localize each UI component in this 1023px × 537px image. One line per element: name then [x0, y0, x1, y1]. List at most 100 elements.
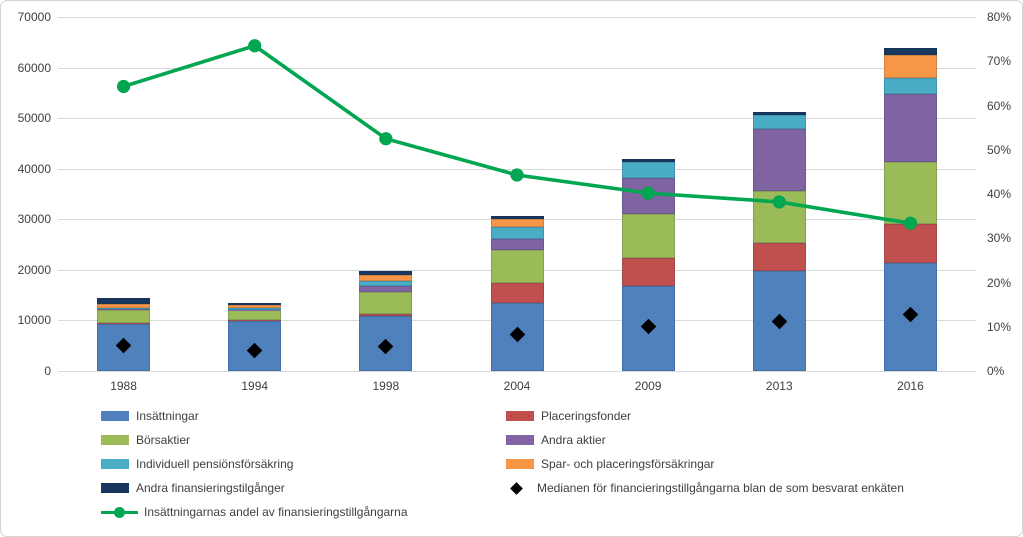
- y-axis-right-tick: 0%: [987, 364, 1005, 378]
- y-axis-left-tick: 40000: [17, 161, 51, 176]
- legend-label: Börsaktier: [136, 433, 191, 447]
- legend-diamond-icon: [510, 481, 523, 495]
- gridline: [58, 118, 976, 120]
- legend-line-dot: [114, 506, 125, 518]
- x-axis-category-label: 1998: [372, 379, 400, 393]
- legend-item: Insättningar: [101, 404, 408, 428]
- bar-segment: [883, 78, 937, 95]
- y-axis-right-tick: 40%: [987, 187, 1012, 201]
- bar-segment: [883, 94, 937, 163]
- legend-swatch-icon: [506, 411, 534, 421]
- gridline: [58, 17, 976, 18]
- legend-label: Medianen för financieringstillgångarna b…: [537, 481, 904, 495]
- bar-segment: [621, 213, 675, 259]
- bar-segment: [752, 243, 806, 271]
- bar-segment: [359, 281, 413, 287]
- bar-segment: [97, 309, 151, 324]
- legend-label: Individuell pensiönsförsäkring: [136, 457, 294, 471]
- y-axis-left-tick: 20000: [17, 262, 51, 277]
- bar-segment: [490, 238, 544, 250]
- legend-swatch-icon: [101, 411, 129, 421]
- legend-swatch-icon: [506, 435, 534, 445]
- x-axis-category-label: 2013: [765, 379, 793, 393]
- x-axis-category-label: 1988: [110, 379, 137, 393]
- legend-label: Placeringsfonder: [541, 409, 632, 423]
- legend-item: Individuell pensiönsförsäkring: [101, 452, 408, 476]
- legend-column-right: Placeringsfonder Andra aktier Spar- och pl…: [506, 404, 904, 500]
- bar-segment: [490, 249, 544, 283]
- legend-item: Medianen för financieringstillgångarna b…: [506, 476, 904, 500]
- bar-segment: [752, 111, 806, 115]
- bar-segment: [359, 286, 413, 292]
- share-line-marker: [641, 186, 655, 200]
- y-axis-left-tick: 0: [44, 364, 51, 378]
- legend-label: Insättningarnas andel av finansieringsti…: [144, 505, 408, 519]
- legend-swatch-icon: [101, 459, 129, 469]
- y-axis-left-tick: 50000: [17, 111, 51, 126]
- bar-segment: [228, 310, 282, 321]
- legend-item: Börsaktier: [101, 428, 408, 452]
- bar-segment: [490, 283, 544, 304]
- bar-segment: [359, 291, 413, 314]
- bar-segment: [490, 219, 544, 228]
- bar-segment: [228, 304, 282, 308]
- legend-swatch-icon: [101, 435, 129, 445]
- y-axis-right-tick: 30%: [987, 231, 1012, 246]
- bar-segment: [490, 216, 544, 220]
- bar-segment: [228, 307, 282, 310]
- y-axis-right-tick: 60%: [987, 98, 1012, 113]
- x-axis-category-label: 2009: [634, 379, 662, 393]
- share-line-marker: [248, 39, 262, 53]
- gridline: [58, 371, 976, 372]
- legend-label: Spar- och placeringsförsäkringar: [541, 457, 715, 471]
- y-axis-left-tick: 70000: [17, 10, 51, 24]
- bar-segment: [359, 270, 413, 275]
- gridline: [58, 67, 976, 69]
- bar-segment: [490, 227, 544, 239]
- bar-segment: [752, 114, 806, 130]
- bar-segment: [621, 162, 675, 178]
- y-axis-right-tick: 50%: [987, 142, 1012, 157]
- bar-segment: [228, 303, 282, 305]
- bar-segment: [97, 307, 151, 310]
- bar-segment: [621, 158, 675, 163]
- bar-segment: [97, 303, 151, 308]
- x-axis-category-label: 2016: [897, 379, 924, 393]
- y-axis-right-tick: 80%: [987, 10, 1012, 24]
- share-line-marker: [903, 216, 918, 230]
- bar-segment: [228, 320, 282, 321]
- bar-segment: [228, 309, 282, 311]
- legend-item: Andra finansieringstilgånger: [101, 476, 408, 500]
- bar-segment: [883, 224, 937, 263]
- share-line-marker: [116, 79, 131, 94]
- legend-label: Insättningar: [136, 409, 199, 423]
- bar-segment: [97, 309, 151, 310]
- y-axis-right-tick: 10%: [987, 319, 1012, 334]
- legend-item: Insättningarnas andel av finansieringsti…: [101, 500, 408, 524]
- bar-segment: [359, 274, 413, 282]
- legend-item: Placeringsfonder: [506, 404, 904, 428]
- bar-segment: [359, 313, 413, 317]
- share-line-marker: [510, 168, 524, 182]
- legend-swatch-icon: [506, 459, 534, 469]
- share-line-marker: [772, 195, 786, 209]
- bar-segment: [883, 162, 937, 225]
- y-axis-right-tick: 70%: [987, 54, 1012, 69]
- x-axis-category-label: 2004: [503, 379, 531, 393]
- bar-segment: [752, 129, 806, 191]
- y-axis-left-tick: 60000: [17, 60, 51, 75]
- bar-segment: [883, 47, 937, 55]
- bar-segment: [97, 298, 151, 304]
- share-line-marker: [379, 132, 393, 146]
- legend-item: Spar- och placeringsförsäkringar: [506, 452, 904, 476]
- legend-item: Andra aktier: [506, 428, 904, 452]
- legend-line-icon: [101, 506, 138, 518]
- y-axis-left-tick: 10000: [17, 313, 51, 328]
- y-axis-left-tick: 30000: [17, 212, 51, 227]
- legend-column-left: Insättningar Börsaktier Individuell pensiö…: [101, 404, 408, 524]
- bar-segment: [883, 54, 937, 79]
- y-axis-right-tick: 20%: [987, 275, 1012, 290]
- legend-swatch-icon: [101, 483, 129, 493]
